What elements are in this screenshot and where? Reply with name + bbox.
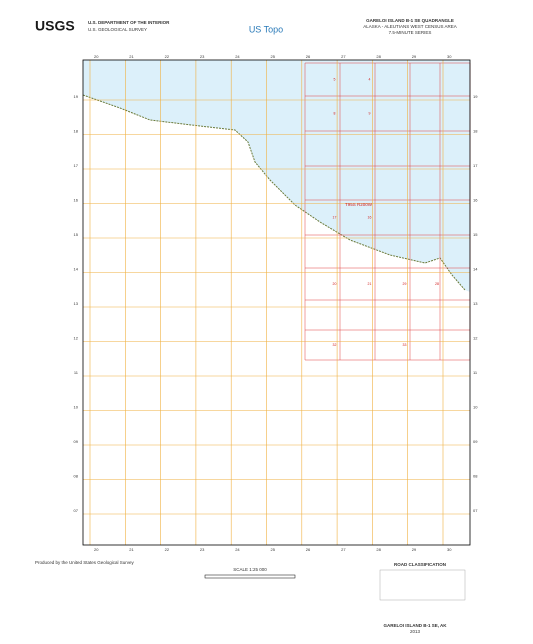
row-label: 12 [74,336,79,341]
section-number: 21 [368,282,372,286]
row-label: 07 [74,508,79,513]
section-number: 9 [369,111,371,115]
column-label: 28 [376,547,381,552]
row-label: 10 [473,405,478,410]
column-label: 30 [447,54,452,59]
quad-series: 7.5-MINUTE SERIES [389,30,432,35]
section-number: 8 [334,111,336,115]
map [82,60,470,545]
column-label: 23 [200,54,205,59]
row-label: 10 [74,405,79,410]
road-classification: ROAD CLASSIFICATION [394,562,446,567]
row-label: 11 [473,370,478,375]
row-label: 19 [473,94,478,99]
legend-box [379,569,466,601]
row-label: 17 [74,163,79,168]
water [83,60,470,292]
column-label: 24 [235,547,240,552]
column-label: 25 [271,54,276,59]
section-number: 17 [333,215,337,219]
column-label: 29 [412,54,417,59]
column-label: 24 [235,54,240,59]
section-number: 33 [403,343,407,347]
row-label: 13 [74,301,79,306]
column-label: 26 [306,54,311,59]
producer: Produced by the United States Geological… [35,560,135,565]
row-label: 12 [473,336,478,341]
township-label: T95S R200W [345,202,373,207]
column-label: 22 [165,54,170,59]
agency-line: U.S. DEPARTMENT OF THE INTERIOR [88,20,170,25]
row-label: 15 [74,232,79,237]
column-label: 26 [306,547,311,552]
row-label: 14 [74,267,79,272]
column-label: 28 [376,54,381,59]
column-label: 25 [271,547,276,552]
section-number: 5 [334,77,336,81]
usgs-logo: USGS [35,18,75,34]
us-topo-logo: US Topo [249,24,283,34]
column-label: 21 [129,54,134,59]
scale: SCALE 1:25 000 [233,567,267,572]
column-label: 21 [129,547,134,552]
neatline [82,59,471,546]
column-label: 20 [94,547,99,552]
section-number: 16 [368,215,372,219]
column-label: 27 [341,54,346,59]
coastline [82,94,466,291]
column-label: 29 [412,547,417,552]
section-number: 29 [403,282,407,286]
scale-bar [204,574,296,579]
row-label: 09 [473,439,478,444]
quad-title: GARELOI ISLAND B-1 SE QUADRANGLE [366,18,454,23]
row-label: 14 [473,267,478,272]
row-label: 08 [473,474,478,479]
row-label: 18 [473,129,478,134]
row-label: 19 [74,94,79,99]
quad-subtitle: ALASKA - ALEUTIANS WEST CENSUS AREA [363,24,456,29]
row-label: 15 [473,232,478,237]
column-label: 20 [94,54,99,59]
column-label: 22 [165,547,170,552]
column-label: 23 [200,547,205,552]
row-label: 16 [473,198,478,203]
utm-grid: 20 20 21 21 22 22 23 23 24 24 25 25 26 26 27 27 28 28 29 29… [74,54,479,552]
row-label: 08 [74,474,79,479]
section-number: 28 [435,282,439,286]
column-label: 27 [341,547,346,552]
quad-name: GARELOI ISLAND B-1 SE, AK [383,623,447,628]
section-number: 32 [333,343,337,347]
agency-line: U.S. GEOLOGICAL SURVEY [88,27,147,32]
row-label: 09 [74,439,79,444]
row-label: 18 [74,129,79,134]
row-label: 07 [473,508,478,513]
row-label: 16 [74,198,79,203]
column-label: 30 [447,547,452,552]
section-number: 20 [333,282,337,286]
row-label: 11 [74,370,79,375]
row-label: 13 [473,301,478,306]
section-number: 4 [369,77,371,81]
row-label: 17 [473,163,478,168]
year: 2013 [410,629,421,634]
